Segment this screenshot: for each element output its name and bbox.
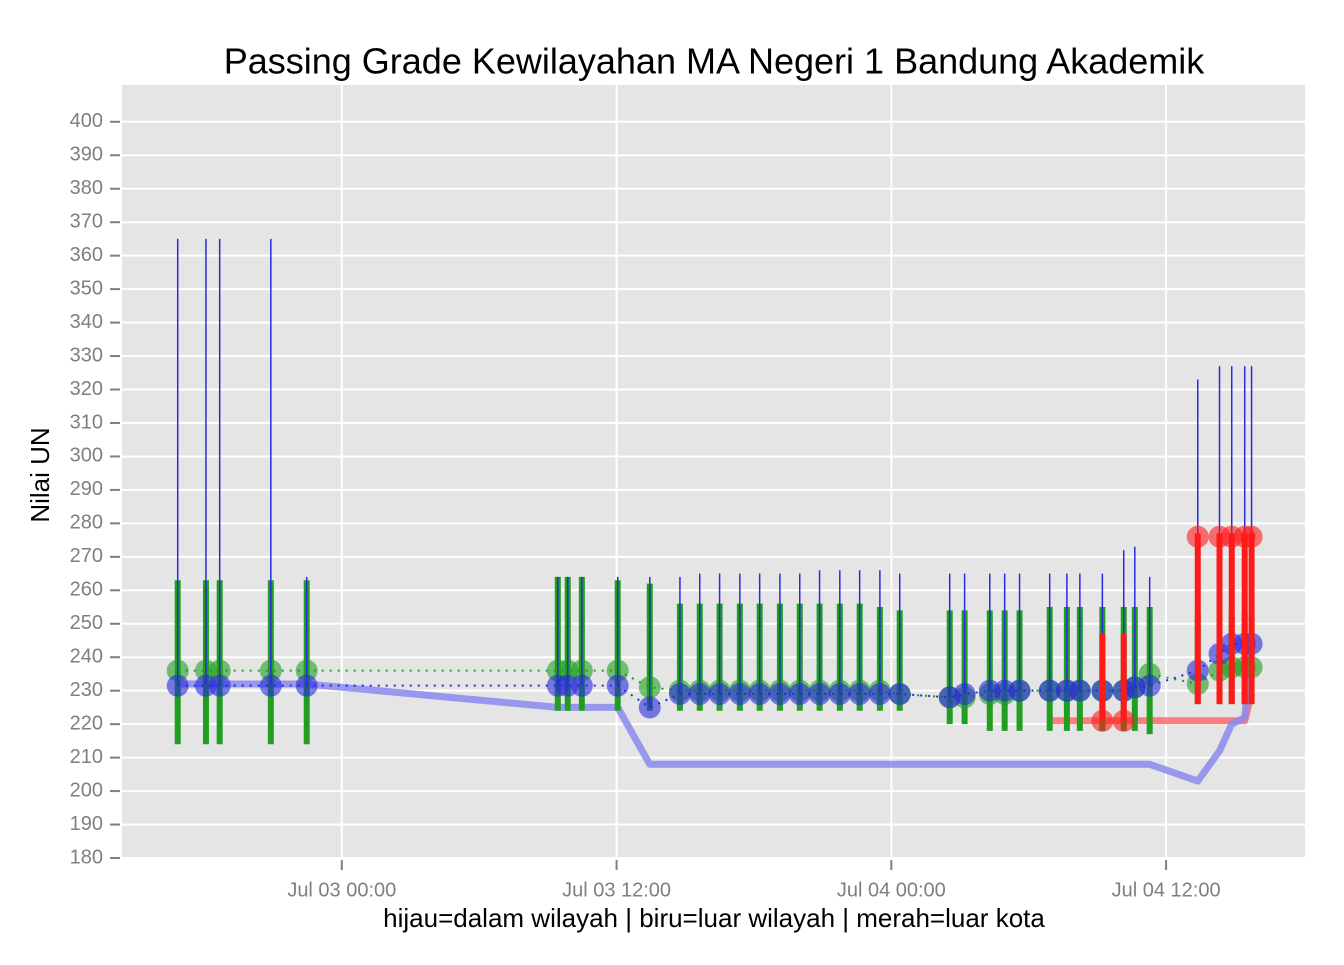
- y-tick-label: 260: [70, 579, 103, 601]
- point: [1091, 709, 1114, 732]
- y-tick-label: 180: [70, 846, 103, 868]
- y-tick-label: 370: [70, 210, 103, 232]
- y-tick-label: 350: [70, 277, 103, 299]
- x-tick-label: Jul 03 12:00: [562, 879, 671, 901]
- point: [668, 683, 691, 706]
- point: [768, 683, 791, 706]
- point: [788, 683, 811, 706]
- point: [1138, 674, 1161, 697]
- point: [1068, 679, 1091, 702]
- point: [1112, 709, 1135, 732]
- point: [848, 683, 871, 706]
- y-tick-label: 270: [70, 545, 103, 567]
- point: [888, 683, 911, 706]
- point: [638, 696, 661, 719]
- point: [1038, 679, 1061, 702]
- point: [295, 674, 318, 697]
- point: [259, 674, 282, 697]
- x-tick-label: Jul 04 12:00: [1112, 879, 1221, 901]
- point: [1186, 525, 1209, 548]
- y-tick-label: 360: [70, 244, 103, 266]
- x-tick-label: Jul 04 00:00: [837, 879, 946, 901]
- point: [828, 683, 851, 706]
- point: [868, 683, 891, 706]
- chart-title: Passing Grade Kewilayahan MA Negeri 1 Ba…: [224, 41, 1206, 82]
- y-tick-label: 230: [70, 679, 103, 701]
- point: [570, 674, 593, 697]
- point: [688, 683, 711, 706]
- point: [953, 683, 976, 706]
- y-tick-label: 400: [70, 110, 103, 132]
- point: [208, 674, 231, 697]
- point: [1240, 525, 1263, 548]
- x-tick-label: Jul 03 00:00: [287, 879, 396, 901]
- y-tick-label: 320: [70, 378, 103, 400]
- point: [166, 674, 189, 697]
- plot-panel: [122, 85, 1305, 858]
- y-tick-label: 220: [70, 712, 103, 734]
- y-tick-label: 310: [70, 411, 103, 433]
- point: [728, 683, 751, 706]
- x-axis-label: hijau=dalam wilayah | biru=luar wilayah …: [383, 903, 1045, 933]
- range-line: [177, 646, 1256, 785]
- y-tick-label: 280: [70, 512, 103, 534]
- point: [708, 683, 731, 706]
- y-tick-label: 200: [70, 779, 103, 801]
- y-tick-label: 190: [70, 813, 103, 835]
- y-tick-label: 210: [70, 746, 103, 768]
- point: [808, 683, 831, 706]
- point: [748, 683, 771, 706]
- y-tick-label: 380: [70, 177, 103, 199]
- y-axis-label: Nilai UN: [25, 427, 55, 522]
- y-tick-label: 340: [70, 311, 103, 333]
- point: [1008, 679, 1031, 702]
- y-tick-label: 300: [70, 445, 103, 467]
- y-tick-label: 250: [70, 612, 103, 634]
- y-tick-label: 290: [70, 478, 103, 500]
- y-tick-label: 390: [70, 144, 103, 166]
- y-tick-label: 330: [70, 344, 103, 366]
- point: [606, 674, 629, 697]
- y-tick-label: 240: [70, 646, 103, 668]
